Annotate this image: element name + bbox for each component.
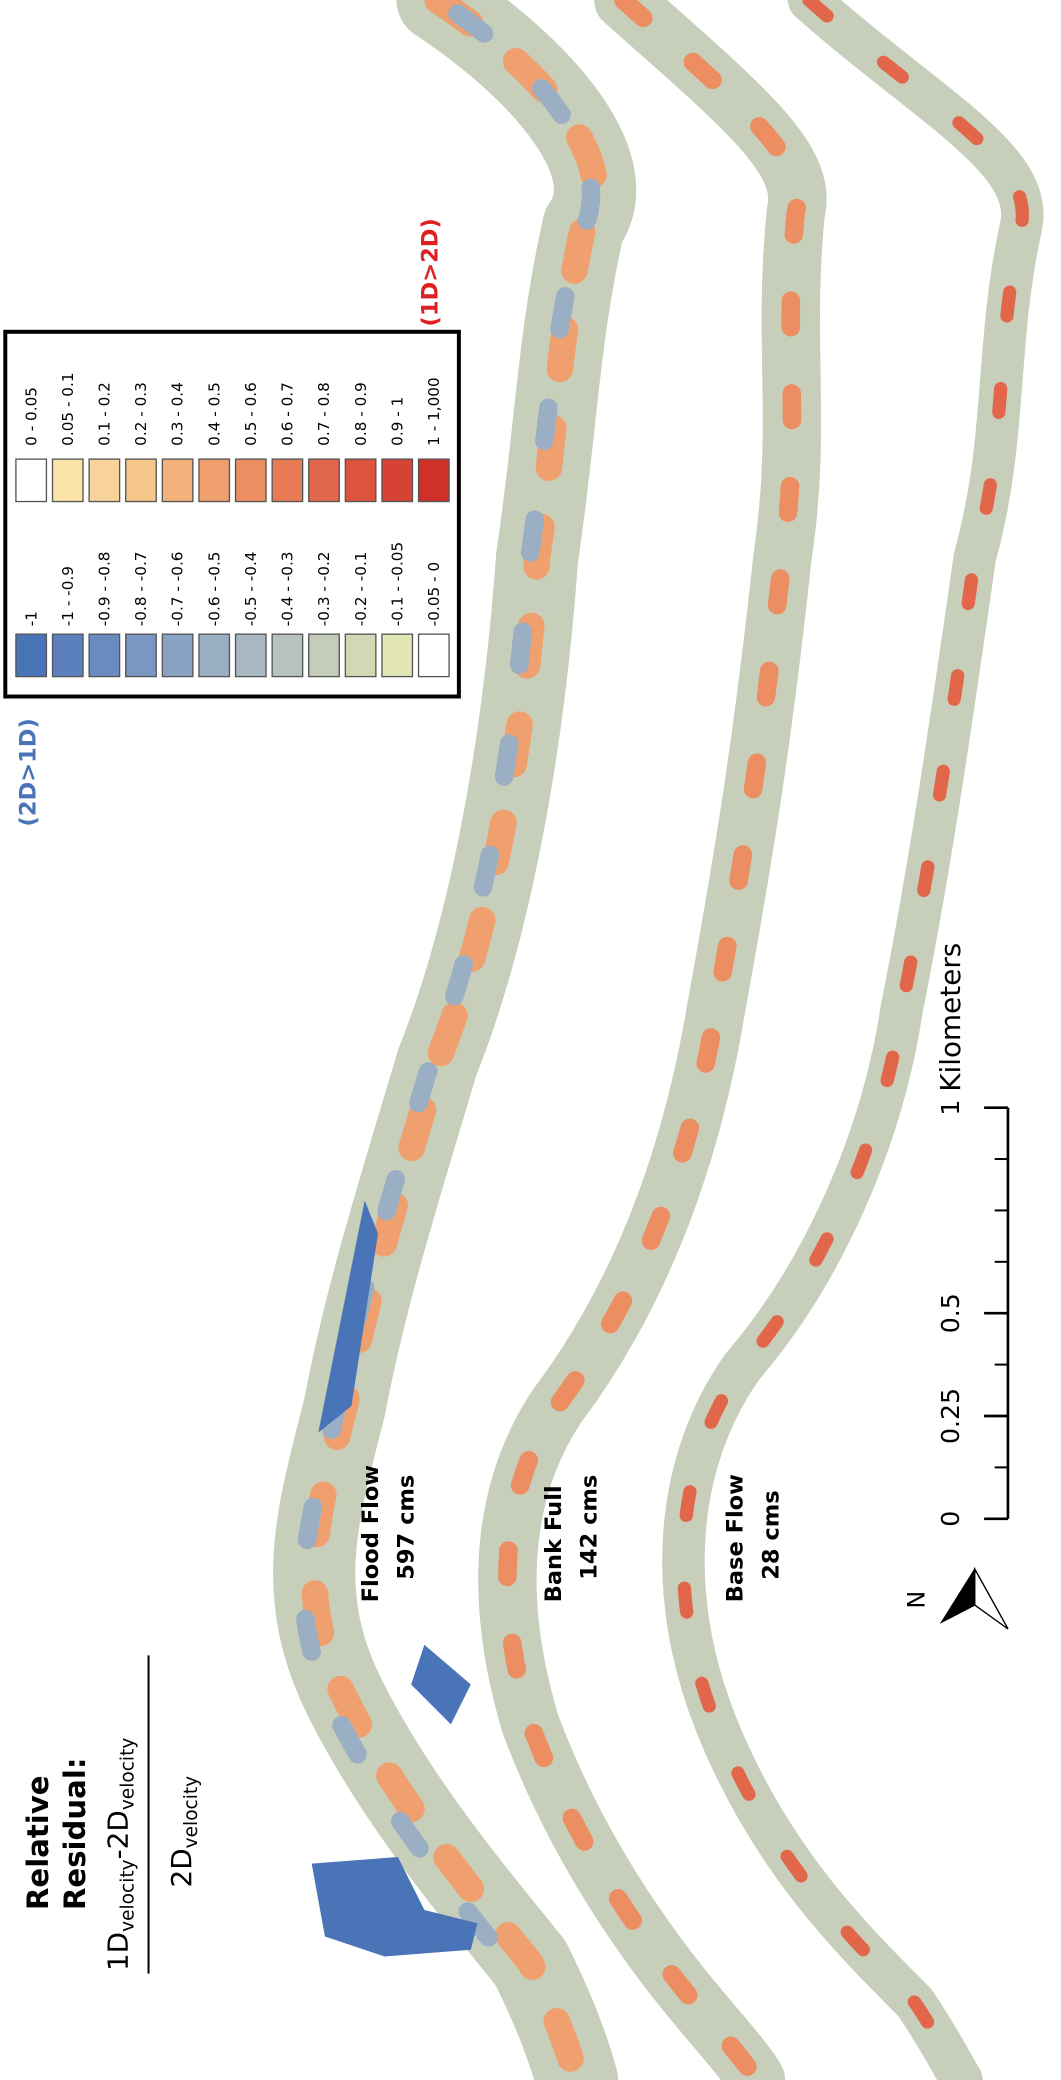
legend-label: 0.1 - 0.2 (96, 382, 114, 446)
legend-swatch (88, 633, 121, 678)
legend-swatch (344, 633, 377, 678)
legend-label: -0.4 - -0.3 (279, 551, 297, 626)
scale-label: 1 (936, 1100, 965, 1116)
title-line: Residual: (58, 1757, 92, 1910)
formula-part: velocity (117, 1738, 138, 1811)
legend-label: -0.3 - -0.2 (315, 551, 333, 626)
legend-label: -0.2 - -0.1 (352, 551, 370, 626)
legend-swatch (88, 458, 121, 503)
legend-label: -1 (22, 611, 40, 626)
legend-swatch (125, 458, 157, 503)
legend-swatch (234, 458, 267, 503)
flow-discharge: 28 cms (758, 1490, 784, 1579)
legend-label: -0.05 - 0 (425, 562, 443, 626)
rivers (273, 0, 1044, 2080)
flow-labels: Flood Flow 597 cms Bank Full 142 cms Base Fl… (358, 1465, 785, 1603)
legend-label: 0 - 0.05 (22, 387, 40, 446)
legend-label: 0.2 - 0.3 (132, 382, 150, 446)
legend-swatch (271, 458, 304, 503)
legend-swatch (161, 458, 194, 503)
north-label: N (902, 1591, 930, 1609)
legend-label: 0.5 - 0.6 (242, 382, 260, 446)
legend-swatch (15, 458, 48, 503)
flow-name: Bank Full (541, 1485, 567, 1602)
title-line: Relative (21, 1775, 55, 1910)
formula-part: -2D (101, 1810, 134, 1859)
legend-label: 0.9 - 1 (388, 397, 406, 446)
legend-label: 0.7 - 0.8 (315, 382, 333, 446)
legend-box (3, 329, 461, 699)
flood-overbank (311, 1856, 478, 1957)
legend-label: 0.8 - 0.9 (352, 382, 370, 446)
formula-numerator: 1Dvelocity-2Dvelocity (101, 1738, 137, 1971)
legend-swatch (308, 458, 340, 503)
formula-part: velocity (117, 1859, 138, 1932)
formula-part: 1D (101, 1932, 134, 1971)
legend-swatch (51, 633, 84, 678)
legend-swatch (308, 633, 340, 678)
flood-river-high (300, 0, 609, 2080)
legend-swatch (161, 633, 194, 678)
flow-discharge: 597 cms (394, 1475, 420, 1580)
legend-label: -0.9 - -0.8 (96, 551, 114, 626)
base-river-high (676, 0, 1029, 2080)
legend-swatch (417, 458, 450, 503)
flow-name: Flood Flow (358, 1465, 384, 1603)
legend-swatch (271, 633, 304, 678)
scale-label: 0.25 (936, 1388, 965, 1444)
flood-overbank (411, 1644, 471, 1725)
annotation-layer: Relative Residual: 1Dvelocity-2Dvelocity… (3, 218, 1010, 1974)
formula-denominator: 2Dvelocity (165, 1776, 201, 1888)
legend-swatch (198, 458, 231, 503)
formula-part: velocity (180, 1776, 201, 1849)
legend-label: 0.3 - 0.4 (169, 382, 187, 446)
flow-discharge: 142 cms (577, 1475, 603, 1580)
legend-label: -0.5 - -0.4 (242, 551, 260, 626)
annotation-low: (2D>1D) (16, 718, 42, 826)
legend-label: 0.4 - 0.5 (205, 382, 223, 446)
legend-swatch (234, 633, 267, 678)
legend-swatch (198, 633, 231, 678)
flood-overbank (318, 1200, 378, 1433)
legend-label: 0.05 - 0.1 (59, 372, 77, 445)
legend-label: -0.8 - -0.7 (132, 551, 150, 626)
legend-label: -1 - -0.9 (59, 566, 77, 626)
scale-label: 0.5 (936, 1293, 965, 1333)
bank-river-high (498, 0, 807, 2080)
legend-swatch (381, 633, 414, 678)
legend-label: -0.6 - -0.5 (205, 551, 223, 626)
legend-swatch (125, 633, 157, 678)
legend-swatch (381, 458, 414, 503)
legend-swatch (15, 633, 48, 678)
legend-swatch (417, 633, 450, 678)
north-arrow-half (974, 1566, 1009, 1630)
legend-label: -0.1 - -0.05 (388, 542, 406, 626)
scale-label: 0 (936, 1511, 965, 1527)
legend-label: -0.7 - -0.6 (169, 551, 187, 626)
legend-swatch (51, 458, 84, 503)
legend-swatch (344, 458, 377, 503)
formula-part: 2D (165, 1848, 198, 1887)
flow-name: Base Flow (723, 1474, 749, 1603)
annotation-high: (1D>2D) (418, 218, 444, 326)
legend: -1 -1 - -0.9 -0.9 - -0.8 -0.8 - -0.7 -0.7 - … (15, 372, 450, 678)
scale-bar: 0 0.25 0.5 1 Kilometers (934, 943, 1010, 1527)
legend-label: 1 - 1,000 (425, 377, 443, 446)
scale-unit: Kilometers (934, 943, 967, 1092)
legend-label: 0.6 - 0.7 (279, 382, 297, 446)
